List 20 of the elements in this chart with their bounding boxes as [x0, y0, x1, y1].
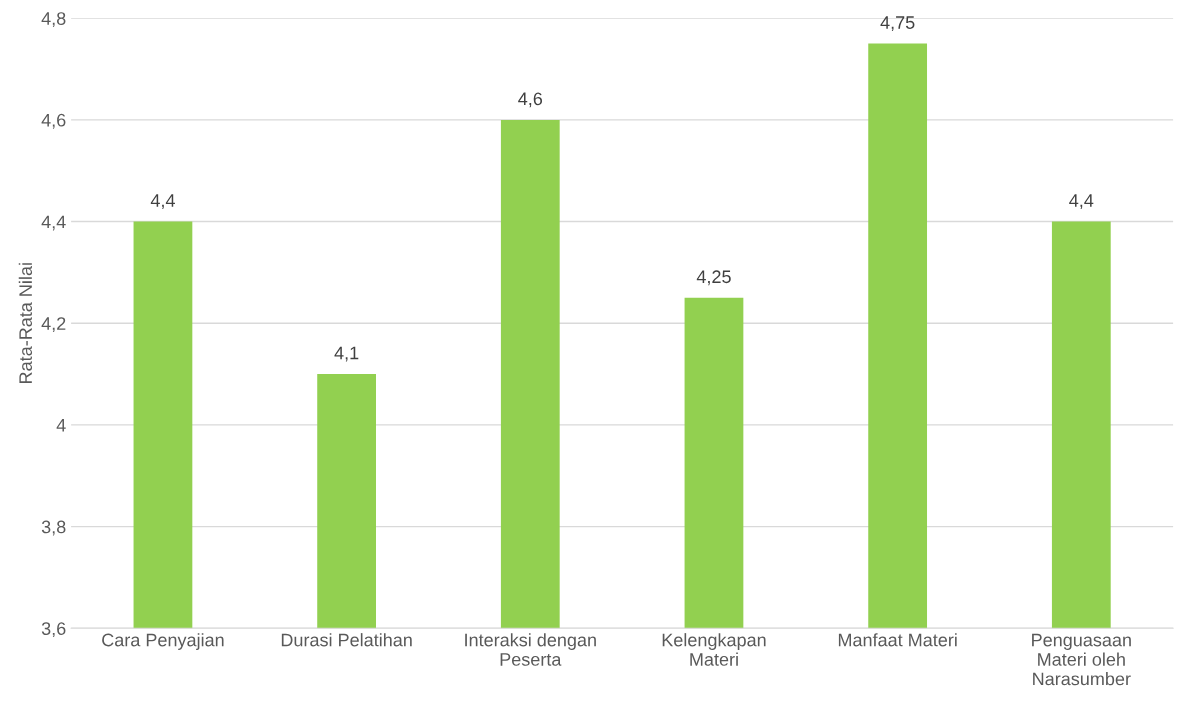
y-tick-label: 3,6 — [41, 622, 66, 638]
y-tick-label: 4,2 — [41, 317, 66, 333]
data-label: 4,4 — [1069, 194, 1094, 210]
data-label: 4,6 — [518, 92, 543, 108]
x-tick-label: Kelengkapan Materi — [662, 633, 766, 666]
x-tick-label: Penguasaan Materi oleh Narasumber — [1032, 633, 1131, 686]
y-tick-label: 3,8 — [41, 520, 66, 536]
y-tick-label: 4 — [56, 419, 66, 432]
x-tick-label: Manfaat Materi — [838, 633, 957, 647]
data-label: 4,75 — [880, 16, 915, 32]
y-tick-label: 4,4 — [41, 215, 66, 231]
y-tick-label: 4,6 — [41, 113, 66, 129]
x-tick-label: Cara Penyajian — [102, 633, 224, 650]
data-label: 4,1 — [334, 346, 359, 362]
y-axis-title: Rata-Rata Nilai — [18, 263, 33, 383]
x-tick-label: Durasi Pelatihan — [281, 633, 412, 647]
data-label: 4,4 — [150, 194, 175, 210]
x-tick-label: Interaksi dengan Peserta — [465, 633, 596, 666]
data-label: 4,25 — [696, 270, 731, 286]
y-tick-label: 4,8 — [41, 12, 66, 28]
